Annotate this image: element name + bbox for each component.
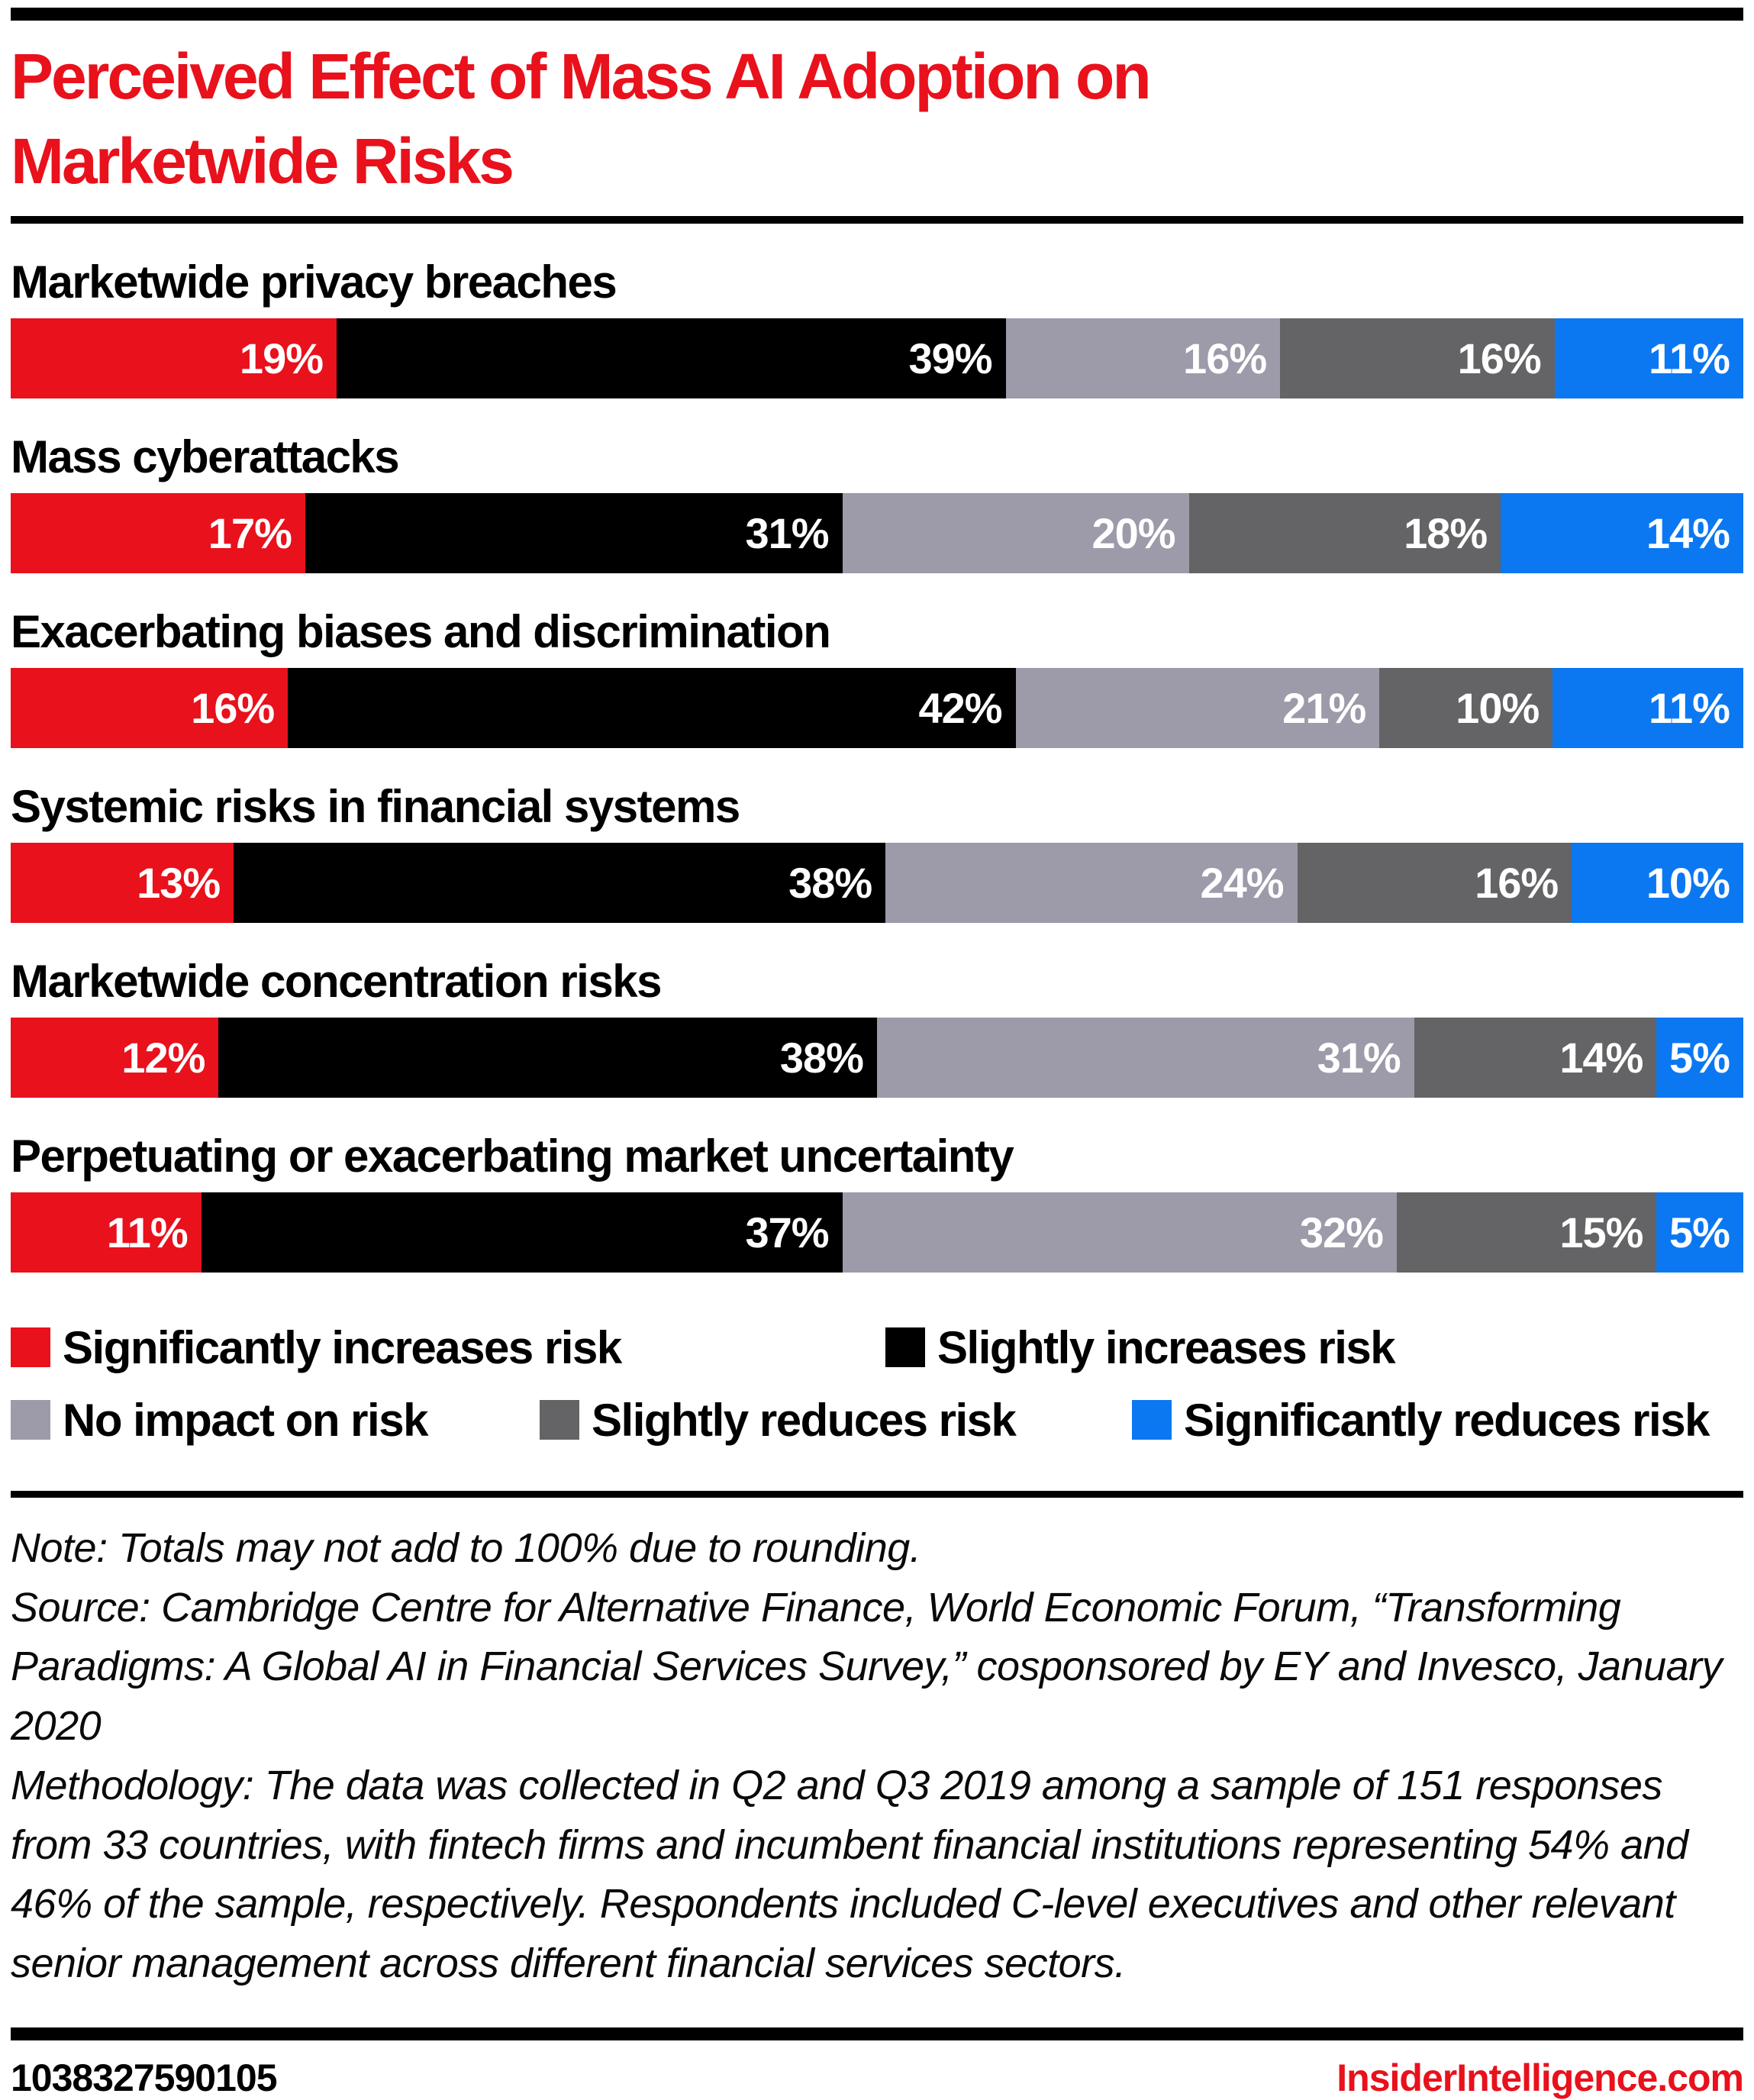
legend-label: Slightly reduces risk xyxy=(592,1394,1017,1446)
chart-page: Perceived Effect of Mass AI Adoption on … xyxy=(0,8,1754,2100)
legend-swatch-blue-icon xyxy=(1132,1400,1172,1440)
chart-row: Marketwide concentration risks 12% 38% 3… xyxy=(11,956,1743,1098)
chart-row: Perpetuating or exacerbating market unce… xyxy=(11,1131,1743,1273)
bar-segment: 11% xyxy=(1554,318,1743,398)
footer: 1038327590105 InsiderIntelligence.com xyxy=(11,2040,1744,2100)
legend-row: Significantly increases risk Slightly in… xyxy=(11,1321,1743,1374)
stacked-bar-systemic-risks: 13% 38% 24% 16% 10% xyxy=(11,842,1743,923)
category-label: Systemic risks in financial systems xyxy=(11,780,740,832)
bar-segment: 39% xyxy=(337,318,1006,398)
legend-label: Slightly increases risk xyxy=(937,1321,1396,1373)
chart-title-line1: Perceived Effect of Mass AI Adoption on xyxy=(11,40,1152,112)
legend-swatch-lightgray-icon xyxy=(11,1400,50,1440)
footnotes: Note: Totals may not add to 100% due to … xyxy=(11,1519,1743,1994)
chart-title-line2: Marketwide Risks xyxy=(11,124,514,197)
stacked-bar-market-uncertainty: 11% 37% 32% 15% 5% xyxy=(11,1192,1743,1273)
legend-item: Significantly reduces risk xyxy=(1132,1394,1743,1447)
bar-segment: 37% xyxy=(201,1192,843,1273)
chart-row: Exacerbating biases and discrimination 1… xyxy=(11,605,1743,748)
bar-segment: 42% xyxy=(288,667,1016,748)
legend-swatch-darkgray-icon xyxy=(540,1400,579,1440)
legend-swatch-red-icon xyxy=(11,1327,50,1368)
bar-segment: 16% xyxy=(11,667,289,748)
footer-divider-bar xyxy=(11,2027,1743,2040)
methodology-text: Methodology: The data was collected in Q… xyxy=(11,1762,1688,1986)
stacked-bar-privacy-breaches: 19% 39% 16% 16% 11% xyxy=(11,318,1743,398)
category-label: Perpetuating or exacerbating market unce… xyxy=(11,1130,1014,1182)
bar-segment: 32% xyxy=(842,1192,1397,1273)
legend: Significantly increases risk Slightly in… xyxy=(11,1321,1743,1447)
category-label: Mass cyberattacks xyxy=(11,431,400,482)
bar-segment: 13% xyxy=(11,842,234,923)
bar-segment: 10% xyxy=(1379,667,1553,748)
bar-segment: 16% xyxy=(1280,318,1555,398)
bar-segment: 11% xyxy=(1552,667,1743,748)
stacked-bar-concentration-risks: 12% 38% 31% 14% 5% xyxy=(11,1017,1743,1098)
legend-row: No impact on risk Slightly reduces risk … xyxy=(11,1394,1743,1447)
legend-label: Significantly reduces risk xyxy=(1184,1394,1710,1446)
bar-segment: 11% xyxy=(11,1192,202,1273)
bar-segment: 31% xyxy=(876,1017,1414,1098)
legend-item: Slightly increases risk xyxy=(885,1321,1743,1374)
legend-item: No impact on risk xyxy=(11,1394,540,1447)
title-divider xyxy=(11,215,1743,224)
bar-segment: 38% xyxy=(218,1017,877,1098)
source-text: Source: Cambridge Centre for Alternative… xyxy=(11,1584,1723,1750)
bar-segment: 21% xyxy=(1015,667,1380,748)
category-label: Marketwide concentration risks xyxy=(11,955,662,1007)
bar-segment: 5% xyxy=(1656,1192,1743,1273)
bar-segment: 14% xyxy=(1501,492,1743,573)
bar-segment: 17% xyxy=(11,492,305,573)
legend-item: Slightly reduces risk xyxy=(540,1394,1132,1447)
top-divider-bar xyxy=(11,8,1743,21)
bar-segment: 24% xyxy=(885,842,1298,923)
bar-segment: 5% xyxy=(1656,1017,1743,1098)
bar-segment: 18% xyxy=(1188,492,1501,573)
brand-link[interactable]: InsiderIntelligence.com xyxy=(1336,2056,1744,2099)
legend-label: No impact on risk xyxy=(63,1394,428,1446)
bar-segment: 19% xyxy=(11,318,337,398)
bar-segment: 15% xyxy=(1396,1192,1657,1273)
chart-id: 1038327590105 xyxy=(11,2056,277,2099)
chart-row: Systemic risks in financial systems 13% … xyxy=(11,780,1743,923)
chart-title: Perceived Effect of Mass AI Adoption on … xyxy=(11,34,1743,204)
category-label: Exacerbating biases and discrimination xyxy=(11,605,831,657)
bar-segment: 20% xyxy=(842,492,1189,573)
legend-swatch-black-icon xyxy=(885,1327,925,1368)
bar-segment: 16% xyxy=(1005,318,1281,398)
bar-segment: 16% xyxy=(1297,842,1572,923)
note-text: Note: Totals may not add to 100% due to … xyxy=(11,1524,921,1571)
category-label: Marketwide privacy breaches xyxy=(11,256,617,308)
bar-segment: 12% xyxy=(11,1017,219,1098)
legend-item: Significantly increases risk xyxy=(11,1321,885,1374)
bar-segment: 31% xyxy=(305,492,843,573)
stacked-bar-biases-discrimination: 16% 42% 21% 10% 11% xyxy=(11,667,1743,748)
legend-label: Significantly increases risk xyxy=(63,1321,622,1373)
bar-segment: 14% xyxy=(1414,1017,1657,1098)
stacked-bar-mass-cyberattacks: 17% 31% 20% 18% 14% xyxy=(11,492,1743,573)
bar-segment: 10% xyxy=(1572,842,1743,923)
chart-row: Marketwide privacy breaches 19% 39% 16% … xyxy=(11,256,1743,398)
notes-divider xyxy=(11,1490,1743,1498)
bar-segment: 38% xyxy=(234,842,886,923)
chart-row: Mass cyberattacks 17% 31% 20% 18% 14% xyxy=(11,431,1743,573)
